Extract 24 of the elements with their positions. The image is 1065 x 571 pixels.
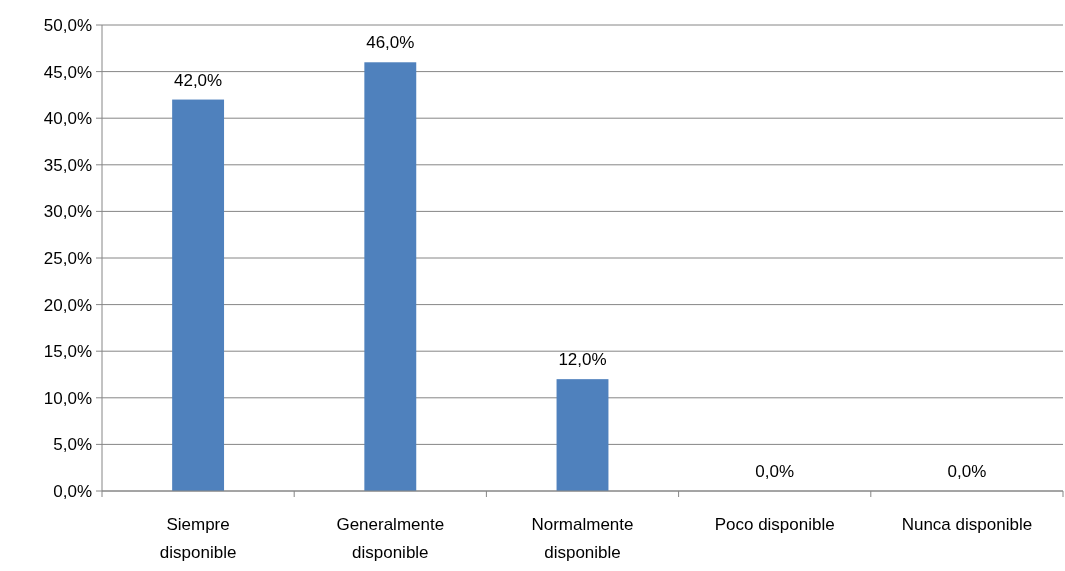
x-tick-label: Siempre disponible <box>159 515 237 562</box>
bar <box>556 379 609 491</box>
data-label: 12,0% <box>558 350 607 370</box>
y-tick-label: 40,0% <box>43 109 92 129</box>
bar <box>364 62 417 491</box>
bar <box>172 99 225 491</box>
y-tick-label: 0,0% <box>53 481 92 501</box>
y-tick-label: 10,0% <box>43 388 92 408</box>
x-tick-label: Normalmente disponible <box>531 515 634 562</box>
y-tick-label: 5,0% <box>53 435 92 455</box>
y-tick-label: 15,0% <box>43 342 92 362</box>
x-tick-label: Nunca disponible <box>901 515 1033 534</box>
x-tick-label: Generalmente disponible <box>336 515 445 562</box>
y-tick-label: 30,0% <box>43 202 92 222</box>
data-label: 46,0% <box>366 33 415 53</box>
data-label: 42,0% <box>174 70 223 90</box>
data-label: 0,0% <box>755 462 795 481</box>
y-tick-label: 20,0% <box>43 295 92 315</box>
y-tick-label: 25,0% <box>43 248 92 268</box>
y-tick-label: 50,0% <box>43 15 92 35</box>
data-label: 0,0% <box>947 462 987 481</box>
y-tick-label: 45,0% <box>43 62 92 82</box>
x-tick-label: Poco disponible <box>714 515 835 534</box>
y-tick-label: 35,0% <box>43 155 92 175</box>
